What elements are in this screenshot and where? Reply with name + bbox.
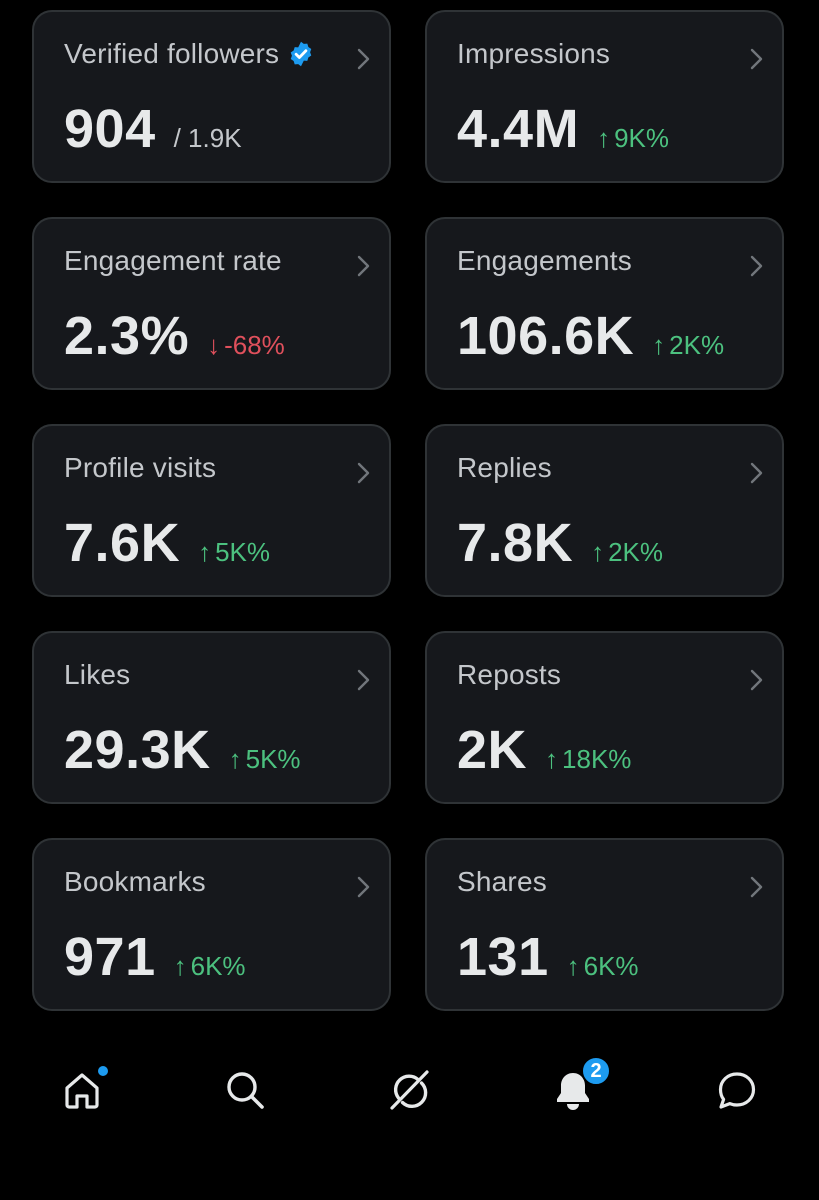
metric-value: 7.8K [457,513,574,573]
notification-count-badge: 2 [581,1056,611,1086]
value-row: 106.6K ↑ 2K% [457,305,724,367]
notification-dot [98,1066,108,1076]
change-value: 18K% [562,744,632,774]
metric-change: ↑ 5K% [198,537,270,568]
value-row: 4.4M ↑ 9K% [457,98,669,160]
metric-value: 904 [64,99,156,159]
grok-icon [390,1070,429,1110]
metric-value: 29.3K [64,720,211,780]
metric-value: 106.6K [457,306,635,366]
arrow-up-icon: ↑ [591,537,605,567]
metric-value: 7.6K [64,513,181,573]
arrow-up-icon: ↑ [228,744,242,774]
home-icon [65,1073,99,1109]
chevron-right-icon [357,48,370,70]
change-value: 6K% [190,951,246,981]
change-value: -68% [224,330,285,360]
card-likes[interactable]: Likes 29.3K ↑ 5K% [32,631,391,804]
metric-change: ↑ 6K% [174,951,246,982]
metric-change: ↑ 18K% [545,744,631,775]
value-row: 7.6K ↑ 5K% [64,512,270,574]
arrow-down-icon: ↓ [207,330,221,360]
chevron-right-icon [357,669,370,691]
value-row: 971 ↑ 6K% [64,926,246,988]
change-value: 2K% [608,537,663,567]
chevron-right-icon [357,462,370,484]
card-verified-followers[interactable]: Verified followers 904 / 1.9K [32,10,391,183]
card-label: Bookmarks [64,866,206,897]
metric-value: 971 [64,927,156,987]
tab-grok[interactable] [381,1062,437,1118]
card-engagement-rate[interactable]: Engagement rate 2.3% ↓ -68% [32,217,391,390]
arrow-up-icon: ↑ [652,330,666,360]
value-row: 904 / 1.9K [64,98,242,160]
bell-icon [557,1073,589,1110]
arrow-up-icon: ↑ [597,123,611,153]
card-engagements[interactable]: Engagements 106.6K ↑ 2K% [425,217,784,390]
value-row: 2K ↑ 18K% [457,719,631,781]
card-replies[interactable]: Replies 7.8K ↑ 2K% [425,424,784,597]
card-bookmarks[interactable]: Bookmarks 971 ↑ 6K% [32,838,391,1011]
tab-notifications[interactable]: 2 [545,1056,611,1118]
arrow-up-icon: ↑ [173,951,187,981]
card-label: Engagements [457,245,632,276]
chevron-right-icon [357,876,370,898]
card-label: Verified followers [64,38,315,70]
arrow-up-icon: ↑ [198,537,212,567]
tab-messages[interactable] [709,1062,765,1118]
value-row: 7.8K ↑ 2K% [457,512,663,574]
metric-change: ↑ 9K% [597,123,669,154]
change-value: 6K% [583,951,639,981]
chevron-right-icon [750,255,763,277]
tab-search[interactable] [217,1062,273,1118]
card-label: Likes [64,659,131,690]
chevron-right-icon [750,876,763,898]
metric-change: ↑ 6K% [567,951,639,982]
search-icon [227,1072,264,1109]
card-label-text: Verified followers [64,38,280,69]
chevron-right-icon [357,255,370,277]
chevron-right-icon [750,48,763,70]
card-label: Replies [457,452,552,483]
metric-change: ↑ 5K% [229,744,301,775]
chevron-right-icon [750,462,763,484]
metric-change: ↑ 2K% [652,330,724,361]
card-label: Impressions [457,38,611,69]
card-label: Reposts [457,659,562,690]
value-row: 29.3K ↑ 5K% [64,719,301,781]
bottom-tab-bar: 2 [0,1040,819,1140]
card-profile-visits[interactable]: Profile visits 7.6K ↑ 5K% [32,424,391,597]
value-row: 2.3% ↓ -68% [64,305,285,367]
message-icon [718,1072,756,1109]
change-value: 9K% [614,123,669,153]
change-value: 2K% [669,330,725,360]
card-shares[interactable]: Shares 131 ↑ 6K% [425,838,784,1011]
card-label: Profile visits [64,452,217,483]
arrow-up-icon: ↑ [566,951,580,981]
card-label: Engagement rate [64,245,282,276]
metric-total: / 1.9K [173,123,242,153]
tab-home[interactable] [54,1062,110,1118]
change-value: 5K% [245,744,301,774]
card-label: Shares [457,866,547,897]
metric-change: ↓ -68% [207,330,285,361]
card-impressions[interactable]: Impressions 4.4M ↑ 9K% [425,10,784,183]
metric-value: 2.3% [64,306,190,366]
value-row: 131 ↑ 6K% [457,926,639,988]
metric-change: ↑ 2K% [591,537,663,568]
chevron-right-icon [750,669,763,691]
verified-badge-icon [290,41,312,67]
card-reposts[interactable]: Reposts 2K ↑ 18K% [425,631,784,804]
change-value: 5K% [215,537,270,567]
metric-value: 131 [457,927,549,987]
arrow-up-icon: ↑ [545,744,559,774]
metric-value: 2K [457,720,528,780]
metric-value: 4.4M [457,99,580,159]
